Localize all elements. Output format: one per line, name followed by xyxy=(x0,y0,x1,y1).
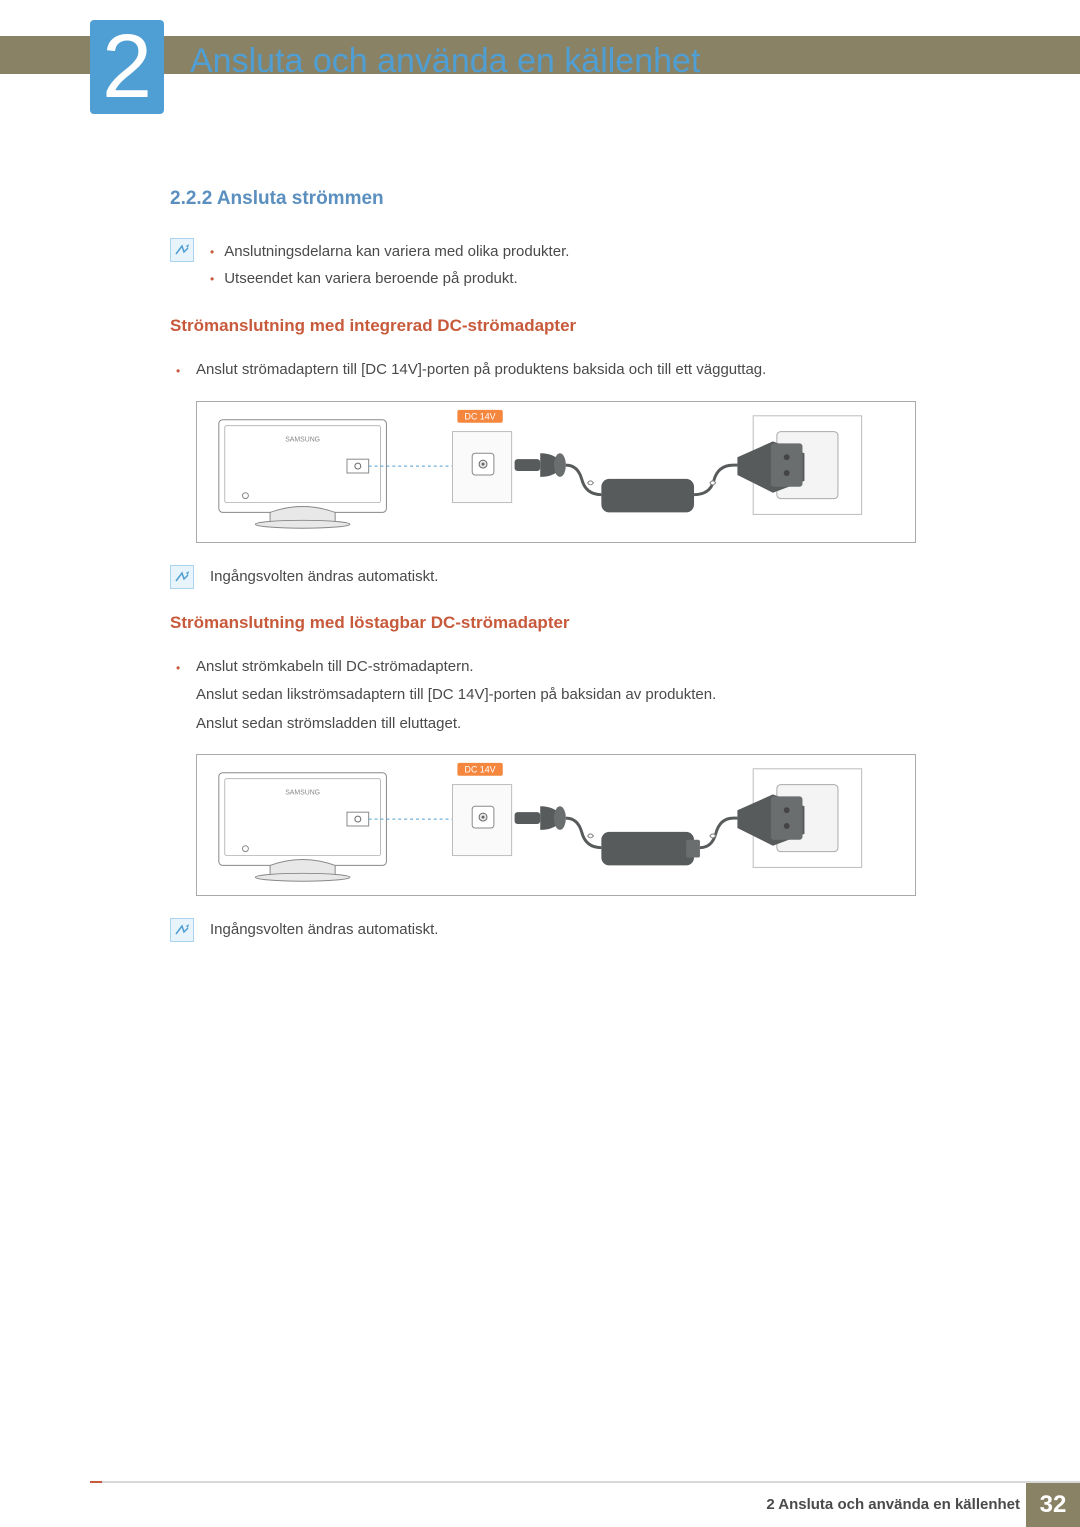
page: 2 Ansluta och använda en källenhet 2.2.2… xyxy=(0,0,1080,1527)
note-icon xyxy=(170,918,194,942)
svg-text:SAMSUNG: SAMSUNG xyxy=(285,436,320,443)
bullet-line: Anslut sedan likströmsadaptern till [DC … xyxy=(170,681,980,710)
sub2-note: Ingångsvolten ändras automatiskt. xyxy=(170,918,980,942)
dc-label-1: DC 14V xyxy=(465,411,496,421)
note-icon xyxy=(170,238,194,262)
content-body: 2.2.2 Ansluta strömmen Anslutningsdelarn… xyxy=(170,188,980,966)
chapter-badge: 2 xyxy=(90,20,164,114)
chapter-title: Ansluta och använda en källenhet xyxy=(190,42,700,81)
footer-line xyxy=(90,1481,1080,1483)
intro-note-item: Utseendet kan variera beroende på produk… xyxy=(210,265,569,292)
sub1-bullets: Anslut strömadaptern till [DC 14V]-porte… xyxy=(170,356,980,385)
chapter-number: 2 xyxy=(102,22,152,112)
note-text: Ingångsvolten ändras automatiskt. xyxy=(210,565,438,585)
svg-text:SAMSUNG: SAMSUNG xyxy=(285,789,320,796)
note-icon xyxy=(170,565,194,589)
intro-note-item: Anslutningsdelarna kan variera med olika… xyxy=(210,238,569,265)
dc-label-2: DC 14V xyxy=(465,765,496,775)
section-heading: 2.2.2 Ansluta strömmen xyxy=(170,188,980,210)
diagram-2: SAMSUNG DC 14V xyxy=(196,754,916,896)
sub2-bullets: Anslut strömkabeln till DC-strömadaptern… xyxy=(170,653,980,739)
sub-heading-2: Strömanslutning med löstagbar DC-strömad… xyxy=(170,613,980,633)
intro-note-list: Anslutningsdelarna kan variera med olika… xyxy=(210,238,569,292)
sub1-note: Ingångsvolten ändras automatiskt. xyxy=(170,565,980,589)
diagram-1: SAMSUNG DC 14V xyxy=(196,401,916,543)
bullet-item: Anslut strömkabeln till DC-strömadaptern… xyxy=(170,653,980,682)
footer: 2 Ansluta och använda en källenhet 32 xyxy=(0,1481,1080,1527)
page-number: 32 xyxy=(1026,1483,1080,1527)
bullet-item: Anslut strömadaptern till [DC 14V]-porte… xyxy=(170,356,980,385)
footer-line-accent xyxy=(90,1481,102,1483)
note-text: Ingångsvolten ändras automatiskt. xyxy=(210,918,438,938)
bullet-line: Anslut sedan strömsladden till eluttaget… xyxy=(170,710,980,739)
sub-heading-1: Strömanslutning med integrerad DC-ströma… xyxy=(170,316,980,336)
intro-note: Anslutningsdelarna kan variera med olika… xyxy=(170,238,980,292)
footer-text: 2 Ansluta och använda en källenhet xyxy=(766,1496,1020,1513)
